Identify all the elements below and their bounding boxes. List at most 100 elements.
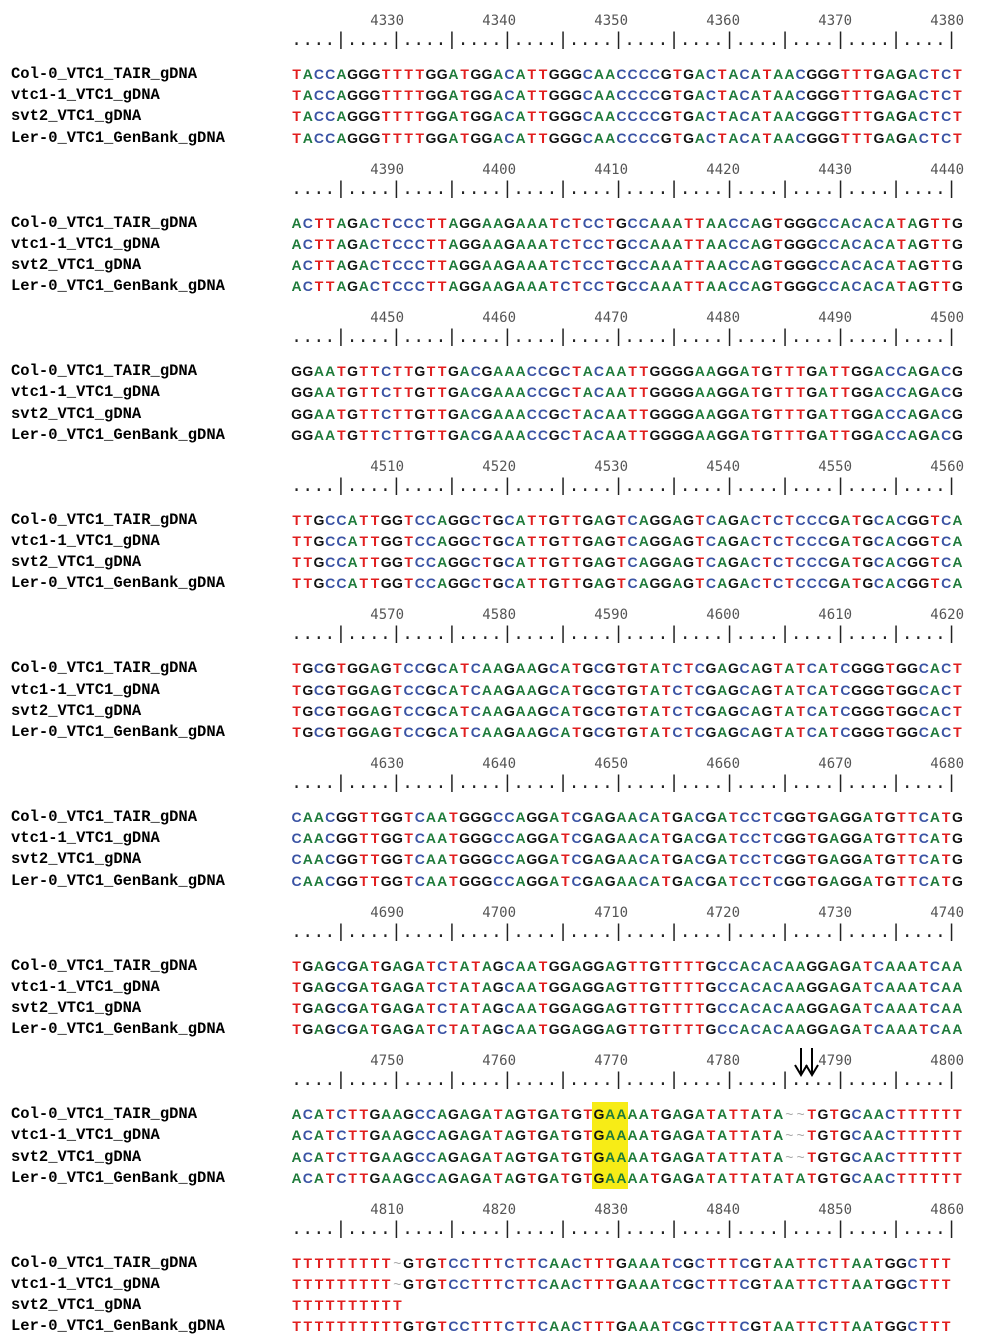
nucleotide: A [515, 129, 526, 146]
nucleotide: A [952, 532, 963, 549]
nucleotide: C [851, 1127, 862, 1144]
nucleotide: C [325, 809, 336, 825]
nucleotide: T [370, 999, 380, 1016]
nucleotide: T [762, 129, 772, 146]
nucleotide: A [448, 66, 459, 82]
sequence-row: Ler-0_VTC1_GenBank_gDNA T G A G C G A T G A G A T C T A T… [0, 1019, 1000, 1040]
nucleotide: C [896, 511, 907, 528]
nucleotide: C [414, 702, 425, 719]
nucleotide: T [751, 384, 761, 401]
nucleotide: A [358, 278, 369, 295]
nucleotide: A [571, 957, 582, 974]
nucleotide: T [706, 1127, 716, 1144]
sequence-label: vtc1-1_VTC1_gDNA [11, 829, 160, 848]
nucleotide: A [717, 702, 728, 719]
nucleotide: G [593, 1106, 605, 1123]
nucleotide: A [941, 1021, 952, 1038]
nucleotide: G [839, 1127, 851, 1144]
nucleotide: A [481, 702, 493, 719]
nucleotide: C [336, 511, 347, 528]
nucleotide: G [806, 384, 818, 401]
nucleotide: G [324, 702, 336, 719]
nucleotide: A [907, 978, 918, 995]
nucleotide: C [448, 1275, 459, 1292]
nucleotide: G [425, 1275, 437, 1292]
nucleotide: C [817, 235, 829, 252]
nucleotide: C [582, 256, 593, 273]
nucleotide: C [504, 999, 515, 1016]
nucleotide: A [381, 1169, 392, 1186]
nucleotide: A [885, 957, 896, 974]
nucleotide: G [459, 809, 471, 825]
nucleotide: A [840, 511, 851, 528]
nucleotide: C [537, 1318, 549, 1335]
nucleotide: C [873, 214, 885, 231]
nucleotide: T [919, 1021, 929, 1038]
nucleotide: C [302, 214, 313, 231]
nucleotide: G [727, 532, 739, 549]
nucleotide: A [739, 999, 750, 1016]
nucleotide: T [863, 957, 873, 974]
nucleotide: A [840, 532, 851, 549]
nucleotide: G [358, 702, 370, 719]
nucleotide: T [393, 1297, 402, 1314]
nucleotide: G [347, 999, 359, 1016]
nucleotide: C [437, 723, 448, 740]
nucleotide: T [549, 214, 559, 231]
nucleotide: G [492, 554, 504, 571]
nucleotide: G [862, 405, 874, 422]
nucleotide: T [930, 1275, 940, 1292]
nucleotide: A [313, 426, 325, 443]
nucleotide: G [425, 1318, 437, 1335]
nucleotide: A [784, 702, 795, 719]
nucleotide: C [437, 1021, 448, 1038]
nucleotide: C [851, 235, 862, 252]
nucleotide: A [313, 1169, 325, 1186]
position-number: 4350 [594, 13, 628, 29]
nucleotide: G [716, 426, 728, 443]
nucleotide: C [336, 1127, 347, 1144]
nucleotide: T [863, 999, 873, 1016]
nucleotide: T [841, 405, 850, 422]
nucleotide: G [358, 660, 370, 677]
nucleotide: C [437, 999, 448, 1016]
nucleotide: C [627, 511, 638, 528]
nucleotide: G [503, 681, 515, 698]
nucleotide: C [773, 809, 784, 825]
nucleotide: G [895, 723, 907, 740]
nucleotide: T [773, 384, 783, 401]
nucleotide: G [795, 851, 807, 868]
nucleotide: G [492, 575, 504, 592]
nucleotide: T [370, 363, 380, 380]
nucleotide: T [751, 363, 761, 380]
nucleotide: C [414, 1148, 425, 1165]
nucleotide: G [683, 405, 695, 422]
nucleotide: A [515, 256, 526, 273]
nucleotide: T [370, 830, 380, 847]
nucleotide: G [683, 1148, 695, 1165]
nucleotide: C [302, 1148, 313, 1165]
position-number: 4850 [818, 1201, 852, 1218]
position-numbers: 4690 4700 4710 4720 4730 4740 [0, 904, 1000, 922]
nucleotide: G [895, 66, 907, 82]
nucleotide: A [840, 235, 851, 252]
nucleotide: G [873, 702, 885, 719]
nucleotide: A [313, 851, 325, 868]
nucleotide: A [493, 681, 504, 698]
nucleotide: T [695, 978, 705, 995]
nucleotide: T [897, 809, 906, 825]
nucleotide: G [347, 384, 359, 401]
nucleotide: A [907, 1021, 918, 1038]
nucleotide: G [347, 1021, 359, 1038]
nucleotide: G [660, 1106, 672, 1123]
nucleotide: T [393, 87, 402, 104]
nucleotide: G [761, 363, 773, 380]
nucleotide: C [302, 1127, 313, 1144]
position-number: 4780 [706, 1053, 740, 1070]
nucleotide: C [459, 1275, 470, 1292]
nucleotide: A [627, 851, 638, 868]
nucleotide: C [795, 532, 806, 549]
nucleotide: C [918, 809, 929, 825]
nucleotide: G [459, 851, 471, 868]
nucleotide: A [504, 1148, 515, 1165]
